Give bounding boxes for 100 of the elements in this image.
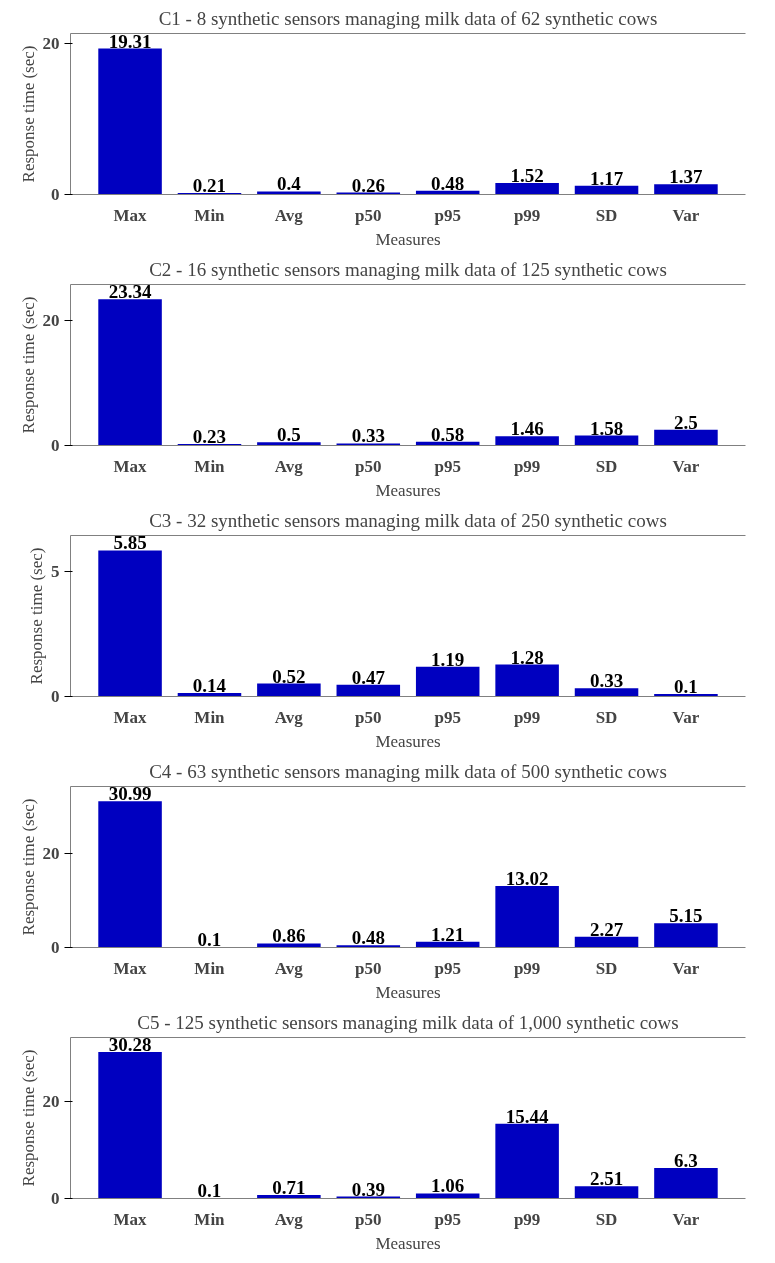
data-label: 15.44 — [505, 1105, 549, 1127]
y-tick-label: 0 — [51, 687, 60, 706]
y-axis-title: Response time (sec) — [18, 45, 38, 183]
data-label: 1.52 — [510, 165, 544, 187]
chart-title: C2 - 16 synthetic sensors managing milk data of 125 synthetic cows — [149, 258, 667, 280]
x-tick-label: Max — [113, 1209, 148, 1229]
x-tick-label: Min — [194, 205, 226, 225]
x-tick-label: p95 — [434, 1209, 461, 1229]
y-tick-label: 0 — [51, 185, 60, 204]
x-tick-label: Max — [113, 205, 148, 225]
data-label: 23.34 — [108, 281, 152, 303]
data-label: 19.31 — [108, 30, 152, 52]
x-tick-label: p99 — [513, 707, 541, 727]
x-tick-label: p50 — [355, 456, 382, 476]
x-tick-label: p50 — [355, 707, 382, 727]
y-axis-title: Response time (sec) — [18, 296, 38, 434]
chart-title: C4 - 63 synthetic sensors managing milk data of 500 synthetic cows — [149, 760, 667, 782]
y-tick-label: 0 — [51, 1189, 60, 1208]
data-label: 2.5 — [674, 411, 698, 433]
y-tick-label: 20 — [42, 843, 60, 863]
x-tick-label: SD — [595, 1209, 618, 1229]
x-tick-label: p99 — [513, 958, 541, 978]
data-label: 1.19 — [431, 648, 465, 670]
chart-title: C1 - 8 synthetic sensors managing milk data of 62 synthetic cows — [158, 7, 658, 29]
data-label: 1.06 — [431, 1175, 465, 1197]
data-label: 0.47 — [351, 666, 386, 688]
data-label: 13.02 — [505, 868, 549, 890]
data-label: 6.3 — [674, 1150, 698, 1172]
x-tick-label: Min — [194, 456, 226, 476]
y-tick-label: 0 — [51, 436, 60, 455]
x-tick-label: Avg — [274, 456, 304, 476]
x-axis-title: Measures — [375, 229, 441, 249]
data-label: 0.1 — [197, 929, 222, 951]
x-axis-title: Measures — [375, 480, 441, 500]
x-tick-label: SD — [595, 205, 618, 225]
x-tick-label: p99 — [513, 205, 541, 225]
data-label: 1.58 — [589, 417, 624, 439]
data-label: 0.4 — [277, 173, 302, 195]
y-axis-title: Response time (sec) — [18, 798, 38, 936]
x-tick-label: Min — [194, 1209, 226, 1229]
x-axis-title: Measures — [375, 1233, 441, 1253]
x-axis-title: Measures — [375, 731, 441, 751]
data-label: 0.39 — [351, 1178, 385, 1200]
data-label: 0.48 — [431, 172, 465, 194]
x-axis-title: Measures — [375, 982, 441, 1002]
x-tick-label: Avg — [274, 958, 304, 978]
y-tick-label: 20 — [42, 33, 60, 53]
x-tick-label: p95 — [434, 456, 461, 476]
data-label: 0.14 — [192, 675, 227, 697]
y-tick-label: 0 — [51, 938, 60, 957]
y-axis-title: Response time (sec) — [27, 547, 46, 685]
data-label: 1.21 — [431, 923, 465, 945]
data-label: 1.17 — [589, 167, 624, 189]
data-label: 0.48 — [351, 927, 385, 949]
data-label: 2.51 — [589, 1168, 624, 1190]
x-tick-label: Max — [113, 958, 148, 978]
chart-title: C5 - 125 synthetic sensors managing milk data of 1,000 synthetic cows — [137, 1011, 679, 1033]
x-tick-label: Min — [194, 958, 226, 978]
x-tick-label: Min — [194, 707, 226, 727]
data-label: 0.86 — [272, 925, 306, 947]
x-tick-label: Var — [672, 1209, 700, 1229]
x-tick-label: SD — [595, 707, 618, 727]
x-tick-label: p99 — [513, 1209, 541, 1229]
y-tick-label: 5 — [51, 562, 60, 582]
data-label: 5.15 — [669, 905, 703, 927]
data-label: 0.71 — [272, 1177, 306, 1199]
data-label: 0.33 — [589, 670, 624, 692]
x-tick-label: p50 — [355, 958, 382, 978]
data-label: 0.1 — [197, 1180, 222, 1202]
x-tick-label: Var — [672, 205, 700, 225]
x-tick-label: p99 — [513, 456, 541, 476]
data-label: 0.5 — [277, 424, 301, 446]
data-label: 0.21 — [192, 174, 227, 196]
data-label: 0.23 — [192, 426, 227, 448]
data-label: 0.52 — [272, 665, 306, 687]
data-label: 5.85 — [113, 532, 147, 554]
data-label: 0.33 — [351, 425, 385, 447]
x-tick-label: Avg — [274, 707, 304, 727]
data-label: 30.99 — [108, 783, 152, 805]
x-tick-label: p50 — [355, 1209, 382, 1229]
x-tick-label: Max — [113, 707, 148, 727]
data-label: 2.27 — [589, 918, 624, 940]
data-label: 1.28 — [510, 646, 544, 668]
x-tick-label: Avg — [274, 1209, 304, 1229]
data-label: 1.37 — [669, 166, 704, 188]
x-tick-label: Var — [672, 958, 700, 978]
x-tick-label: Var — [672, 707, 700, 727]
data-label: 0.58 — [431, 423, 465, 445]
data-label: 1.46 — [510, 418, 544, 440]
chart-title: C3 - 32 synthetic sensors managing milk data of 250 synthetic cows — [149, 509, 667, 531]
x-tick-label: Avg — [274, 205, 304, 225]
data-label: 0.1 — [674, 676, 698, 697]
x-tick-label: p95 — [434, 958, 461, 978]
x-tick-label: p50 — [355, 205, 382, 225]
x-tick-label: SD — [595, 958, 618, 978]
x-tick-label: Var — [672, 456, 700, 476]
data-label: 30.28 — [108, 1034, 152, 1056]
x-tick-label: p95 — [434, 707, 461, 727]
y-tick-label: 20 — [42, 310, 60, 330]
x-tick-label: SD — [595, 456, 618, 476]
